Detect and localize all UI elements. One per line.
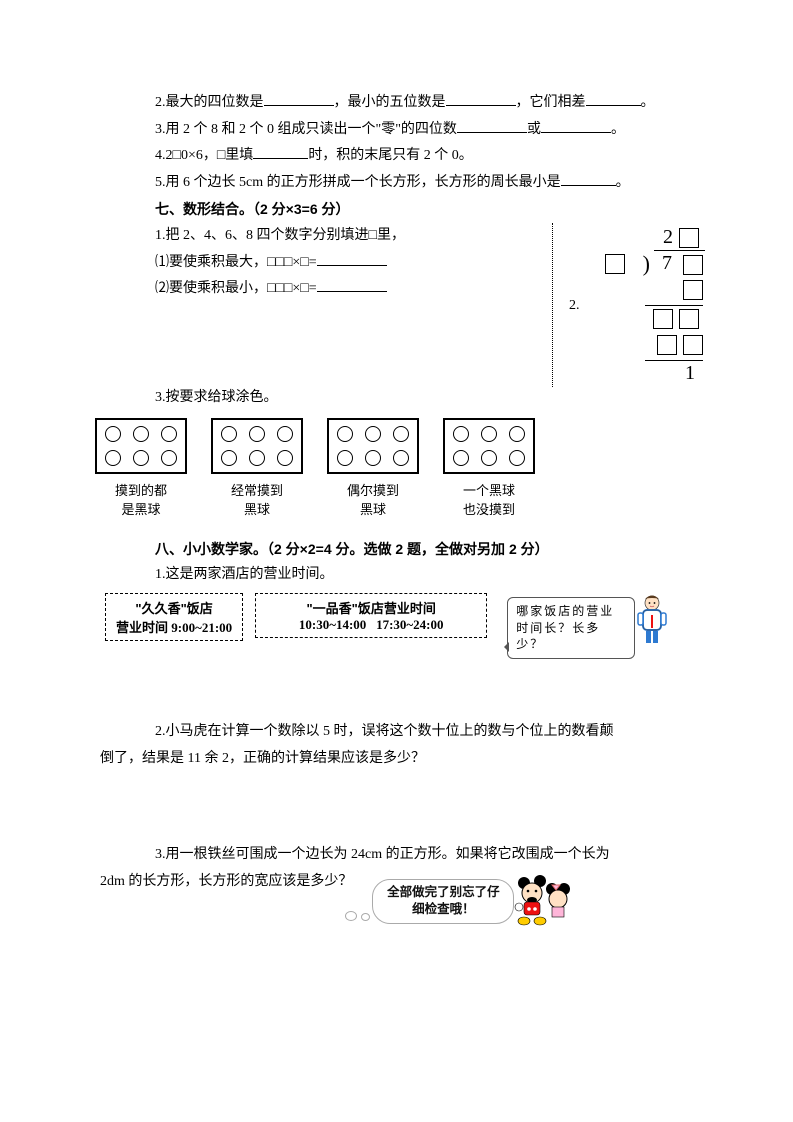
square-box[interactable] [683, 280, 703, 300]
blank[interactable] [586, 91, 641, 106]
ball-box[interactable] [327, 418, 419, 474]
ball-col-4: 一个黑球 也没摸到 [443, 418, 535, 518]
hotel-a-time-label: 营业时间 [116, 620, 168, 635]
q3c: 。 [611, 122, 625, 137]
s8-3a: 3.用一根铁丝可围成一个边长为 24cm 的正方形。如果将它改围成一个长为 [155, 842, 703, 869]
s7-1a: ⑴要使乘积最大，□□□×□= [155, 250, 544, 277]
s7-1: 1.把 2、4、6、8 四个数字分别填进□里， [155, 223, 544, 250]
square-box[interactable] [653, 309, 673, 329]
hotel-b-t1: 10:30~14:00 [299, 617, 366, 632]
q3-text: 3.用 2 个 8 和 2 个 0 组成只读出一个"零"的四位数 [155, 122, 457, 137]
separator [552, 223, 553, 387]
ball-label-2b: 黑球 [211, 499, 303, 518]
q5b: 。 [616, 175, 630, 190]
hotels-row: "久久香"饭店 营业时间 9:00~21:00 "一品香"饭店营业时间 10:3… [105, 593, 703, 659]
q4: 4.2□0×6，□里填 时，积的末尾只有 2 个 0。 [155, 143, 703, 170]
q2: 2.最大的四位数是 ，最小的五位数是 ，它们相差 。 [155, 90, 703, 117]
square-box[interactable] [683, 255, 703, 275]
hotel-a: "久久香"饭店 营业时间 9:00~21:00 [105, 593, 243, 641]
div-result: 1 [685, 362, 695, 385]
hotel-b-t2: 17:30~24:00 [376, 617, 443, 632]
s7-2-label: 2. [569, 298, 580, 314]
cloud-bubble: 全部做完了别忘了仔细检查哦！ [372, 879, 514, 924]
square-box[interactable] [679, 309, 699, 329]
square-box[interactable] [605, 254, 625, 274]
blank[interactable] [253, 144, 308, 159]
q5: 5.用 6 个边长 5cm 的正方形拼成一个长方形，长方形的周长最小是 。 [155, 170, 703, 197]
ball-box[interactable] [95, 418, 187, 474]
s7-3: 3.按要求给球涂色。 [155, 385, 703, 412]
ball-label-4a: 一个黑球 [443, 480, 535, 499]
blank[interactable] [317, 251, 387, 266]
teacher-icon [635, 593, 669, 650]
ball-label-3b: 黑球 [327, 499, 419, 518]
s7-1b: ⑵要使乘积最小，□□□×□= [155, 276, 544, 303]
ball-label-1b: 是黑球 [95, 499, 187, 518]
q2-text: 2.最大的四位数是 [155, 95, 264, 110]
section7-title: 七、数形结合。（2 分×3=6 分） [155, 196, 703, 223]
cloud-tail [345, 909, 369, 927]
q4-text: 4.2□0×6，□里填 [155, 148, 253, 163]
q2c: ，它们相差 [516, 95, 586, 110]
square-box[interactable] [679, 228, 699, 248]
hotel-a-name: "久久香"饭店 [116, 598, 232, 617]
s8-2b: 倒了，结果是 11 余 2，正确的计算结果应该是多少？ [100, 746, 703, 773]
div-top-digit: 2 [663, 226, 673, 249]
ball-label-4b: 也没摸到 [443, 499, 535, 518]
section8-title: 八、小小数学家。（2 分×2=4 分。选做 2 题，全做对另加 2 分） [155, 536, 703, 563]
blank[interactable] [264, 91, 334, 106]
s7-1b-text: ⑵要使乘积最小，□□□×□= [155, 281, 317, 296]
s7-1a-text: ⑴要使乘积最大，□□□×□= [155, 255, 317, 270]
blank[interactable] [541, 118, 611, 133]
s8-1: 1.这是两家酒店的营业时间。 [155, 562, 703, 589]
q2b: ，最小的五位数是 [334, 95, 446, 110]
hotel-b: "一品香"饭店营业时间 10:30~14:00 17:30~24:00 [255, 593, 487, 638]
blank[interactable] [317, 277, 387, 292]
hotel-b-name: "一品香"饭店营业时间 [266, 598, 476, 617]
dividend: 7 [656, 252, 674, 274]
mickey-icon [510, 869, 570, 934]
s8-2a: 2.小马虎在计算一个数除以 5 时，误将这个数十位上的数与个位上的数看颠 [155, 719, 703, 746]
cloud-text: 全部做完了别忘了仔细检查哦！ [387, 885, 500, 917]
speech-bubble: 哪家饭店的营业时间长？长多少？ [507, 597, 635, 659]
ball-boxes-row: 摸到的都 是黑球 经常摸到 黑球 偶尔摸到 黑球 一个黑球 也没摸到 [95, 418, 703, 518]
ball-label-1a: 摸到的都 [95, 480, 187, 499]
hotel-a-time: 9:00~21:00 [171, 620, 232, 635]
square-box[interactable] [657, 335, 677, 355]
q4b: 时，积的末尾只有 2 个 0。 [308, 148, 473, 163]
blank[interactable] [446, 91, 516, 106]
ball-label-2a: 经常摸到 [211, 480, 303, 499]
ball-box[interactable] [211, 418, 303, 474]
ball-col-2: 经常摸到 黑球 [211, 418, 303, 518]
divide-paren: ) [643, 251, 650, 277]
ball-col-3: 偶尔摸到 黑球 [327, 418, 419, 518]
section7-body: 1.把 2、4、6、8 四个数字分别填进□里， ⑴要使乘积最大，□□□×□= ⑵… [155, 223, 703, 387]
blank[interactable] [457, 118, 527, 133]
q3: 3.用 2 个 8 和 2 个 0 组成只读出一个"零"的四位数 或 。 [155, 117, 703, 144]
q2d: 。 [641, 95, 655, 110]
ball-col-1: 摸到的都 是黑球 [95, 418, 187, 518]
q3b: 或 [527, 122, 541, 137]
square-box[interactable] [683, 335, 703, 355]
ball-box[interactable] [443, 418, 535, 474]
blank[interactable] [561, 171, 616, 186]
long-division: 2. 2 ) 7 [563, 223, 703, 387]
s8-3b: 2dm 的长方形，长方形的宽应该是多少？ [100, 869, 352, 896]
q5-text: 5.用 6 个边长 5cm 的正方形拼成一个长方形，长方形的周长最小是 [155, 175, 561, 190]
ball-label-3a: 偶尔摸到 [327, 480, 419, 499]
